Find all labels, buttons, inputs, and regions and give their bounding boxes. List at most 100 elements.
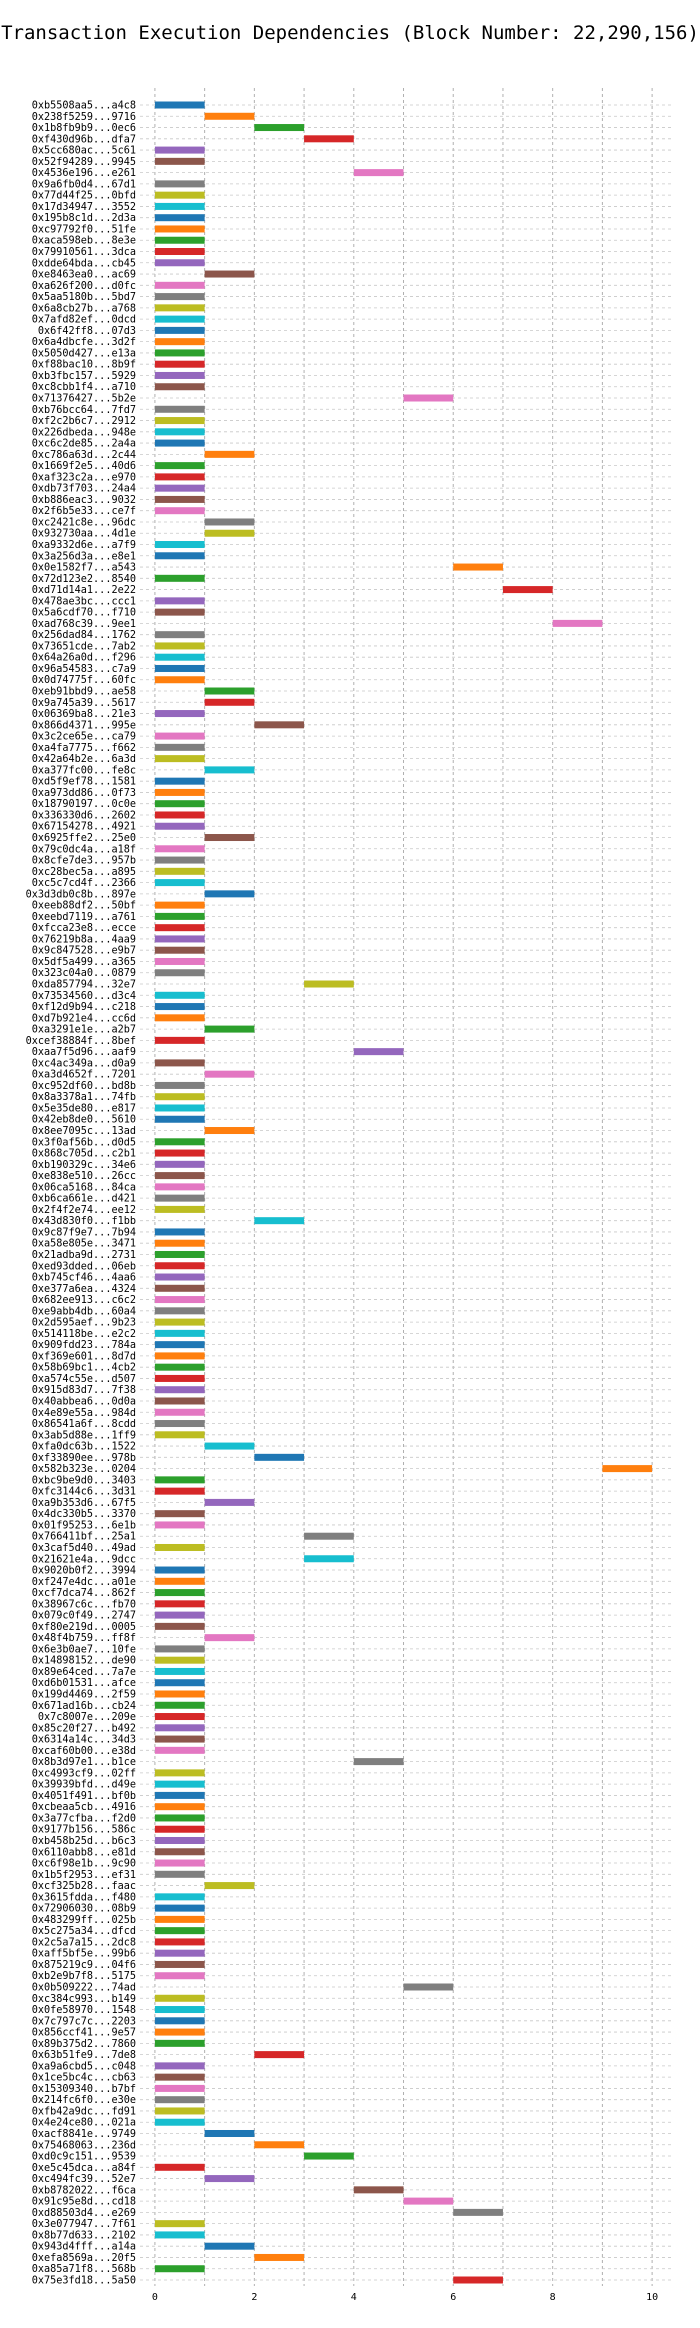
x-tick-label: 10 (646, 2292, 658, 2303)
y-tick-label: 0x75e3fd18...5a50 (32, 2276, 136, 2287)
y-tick-label: 0x9c87f9e7...7b94 (32, 1227, 136, 1238)
y-tick-label: 0x3e077947...7f61 (32, 2219, 136, 2230)
transaction-bar (154, 946, 205, 954)
y-tick-label: 0xf247e4dc...a01e (32, 1577, 136, 1588)
y-tick-label: 0x77d44f25...0bfd (32, 191, 136, 202)
transaction-bar (154, 1927, 205, 1935)
y-tick-label: 0x195b8c1d...2d3a (32, 213, 136, 224)
y-tick-label: 0x96a54583...c7a9 (32, 664, 136, 675)
transaction-bar (154, 338, 205, 346)
transaction-bar (304, 135, 354, 143)
y-tick-label: 0x909fdd23...784a (32, 1340, 136, 1351)
y-tick-label: 0x85c20f27...b492 (32, 1723, 136, 1734)
y-tick-label: 0xcf325b28...faac (32, 1881, 136, 1892)
y-tick-label: 0xfb42a9dc...fd91 (32, 2106, 136, 2117)
transaction-bar (353, 1758, 404, 1766)
y-tick-label: 0x199d4469...2f59 (32, 1689, 136, 1700)
transaction-bar (154, 1679, 205, 1687)
y-tick-label: 0x42eb8de0...5610 (32, 1115, 136, 1126)
transaction-bar (154, 2039, 205, 2047)
transaction-bar (204, 112, 255, 120)
transaction-bar (154, 1735, 205, 1743)
transaction-bar (154, 2107, 205, 2115)
transaction-bar (154, 1836, 205, 1844)
y-tick-label: 0x9a6fb0d4...67d1 (32, 179, 136, 190)
transaction-bar (154, 822, 205, 830)
y-tick-label: 0x79c0dc4a...a18f (32, 844, 136, 855)
y-tick-label: 0x4dc330b5...3370 (32, 1509, 136, 1520)
transaction-bar (154, 1589, 205, 1597)
transaction-bar (154, 755, 205, 763)
transaction-bar (154, 924, 205, 932)
transaction-bar (204, 1025, 255, 1033)
transaction-bar (154, 1904, 205, 1912)
y-tick-label: 0x6314a14c...34d3 (32, 1735, 136, 1746)
y-tick-label: 0x3ab5d88e...1ff9 (32, 1430, 136, 1441)
y-tick-label: 0x336330d6...2602 (32, 810, 136, 821)
transaction-bar (154, 405, 205, 413)
transaction-bar (154, 1363, 205, 1371)
y-tick-label: 0x3615fdda...f480 (32, 1892, 136, 1903)
y-tick-label: 0x6f42ff8...07d3 (38, 326, 136, 337)
transaction-bar (304, 2152, 354, 2160)
y-tick-label: 0x06ca5168...84ca (32, 1182, 136, 1193)
transaction-bar (154, 214, 205, 222)
transaction-bar (154, 1611, 205, 1619)
y-tick-label: 0x5a6cdf70...f710 (32, 608, 136, 619)
y-tick-label: 0x4e89e55a...984d (32, 1408, 136, 1419)
y-tick-label: 0xb76bcc64...7fd7 (32, 405, 136, 416)
transaction-bar (453, 2208, 503, 2216)
transaction-bar (154, 1510, 205, 1518)
y-tick-label: 0xed93dded...06eb (32, 1261, 136, 1272)
y-tick-label: 0x514118be...e2c2 (32, 1329, 136, 1340)
transaction-bar (453, 563, 503, 571)
transaction-bar (154, 1149, 205, 1157)
transaction-bar (154, 304, 205, 312)
transaction-bar (154, 1194, 205, 1202)
transaction-bar (154, 1093, 205, 1101)
transaction-bar (154, 281, 205, 289)
y-tick-label: 0x214fc6f0...e30e (32, 2095, 136, 2106)
x-tick-label: 4 (351, 2292, 357, 2303)
transaction-bar (154, 642, 205, 650)
transaction-bar (154, 1172, 205, 1180)
y-tick-label: 0x21621e4a...9dcc (32, 1554, 136, 1565)
transaction-bar (154, 1893, 205, 1901)
transaction-bar (154, 360, 205, 368)
y-tick-label: 0xeeb88df2...50bf (32, 901, 136, 912)
y-tick-label: 0x89e64ced...7a7e (32, 1667, 136, 1678)
transaction-bar (154, 1600, 205, 1608)
y-tick-label: 0xa58e805e...3471 (32, 1239, 136, 1250)
y-tick-label: 0x72d123e2...8540 (32, 574, 136, 585)
transaction-bar (353, 1048, 404, 1056)
y-tick-label: 0xaff5bf5e...99b6 (32, 1949, 136, 1960)
transaction-bar (154, 1262, 205, 1270)
y-tick-label: 0xc4993cf9...02ff (32, 1768, 136, 1779)
y-tick-label: 0x2c5a7a15...2dc8 (32, 1937, 136, 1948)
y-tick-label: 0x3d3db0c8b...897e (26, 889, 136, 900)
y-tick-label: 0x06369ba8...21e3 (32, 709, 136, 720)
transaction-bar (154, 2006, 205, 2014)
transaction-bar (154, 1645, 205, 1653)
transaction-bar (154, 743, 205, 751)
y-tick-label: 0xc8cbb1f4...a710 (32, 382, 136, 393)
y-tick-label: 0xfcca23e8...ecce (32, 923, 136, 934)
transaction-bar (154, 1543, 205, 1551)
transaction-bar (304, 1532, 354, 1540)
chart-title: Transaction Execution Dependencies (Bloc… (1, 22, 699, 44)
transaction-bar (304, 980, 354, 988)
transaction-bar (154, 1239, 205, 1247)
transaction-bar (154, 1273, 205, 1281)
transaction-bar (154, 1667, 205, 1675)
y-tick-label: 0xda857794...32e7 (32, 980, 136, 991)
transaction-bar (154, 1003, 205, 1011)
transaction-bar (154, 248, 205, 256)
y-tick-label: 0xacf8841e...9749 (32, 2129, 136, 2140)
transaction-bar (154, 676, 205, 684)
transaction-bar (154, 1724, 205, 1732)
y-tick-label: 0xb8782022...f6ca (32, 2185, 136, 2196)
y-tick-label: 0xcaf60b00...e38d (32, 1746, 136, 1757)
y-tick-label: 0x4536e196...e261 (32, 168, 136, 179)
transaction-bar (204, 890, 255, 898)
transaction-bar (154, 788, 205, 796)
